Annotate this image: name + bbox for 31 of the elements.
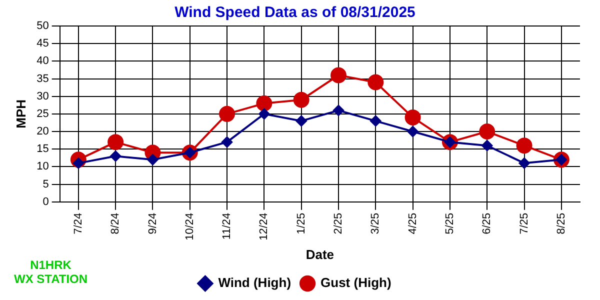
y-tick-label: 25 [36, 108, 49, 120]
x-tick-label: 3/25 [370, 212, 382, 234]
y-tick-label: 30 [36, 90, 49, 102]
text: N1HRK WX STATION [14, 258, 88, 286]
x-tick-label: 5/25 [444, 212, 456, 234]
x-tick-label: 6/25 [481, 212, 494, 234]
y-tick-label: 15 [36, 143, 49, 156]
y-tick-label: 0 [42, 196, 49, 208]
y-tick-label: 20 [36, 126, 49, 138]
x-tick-label: 7/25 [518, 212, 530, 234]
y-tick-label: 35 [36, 72, 49, 85]
legend-label: Gust (High) [320, 275, 392, 290]
legend-label: Wind (High) [218, 275, 292, 290]
x-tick-label: 9/24 [146, 212, 159, 234]
x-tick-label: 11/24 [221, 212, 234, 240]
x-tick-label: 8/24 [110, 212, 122, 234]
x-tick-label: 12/24 [258, 212, 270, 240]
x-tick-label: 4/25 [406, 212, 419, 234]
x-tick-label: 7/24 [72, 212, 84, 234]
y-tick-label: 10 [36, 160, 49, 173]
x-tick-label: 10/24 [184, 212, 196, 240]
y-tick-label: 50 [36, 20, 49, 32]
y-tick-label: 45 [36, 38, 49, 50]
x-tick-label: 2/25 [332, 212, 345, 234]
y-tick-label: 40 [36, 55, 49, 68]
y-tick-label: 5 [42, 178, 49, 190]
y-axis-title: MPH [13, 99, 28, 128]
x-tick-label: 8/25 [555, 212, 568, 234]
x-axis-title: Date [306, 246, 334, 262]
x-tick-label: 1/25 [295, 212, 308, 234]
chart-title: Wind Speed Data as of 08/31/2025 [174, 4, 416, 22]
